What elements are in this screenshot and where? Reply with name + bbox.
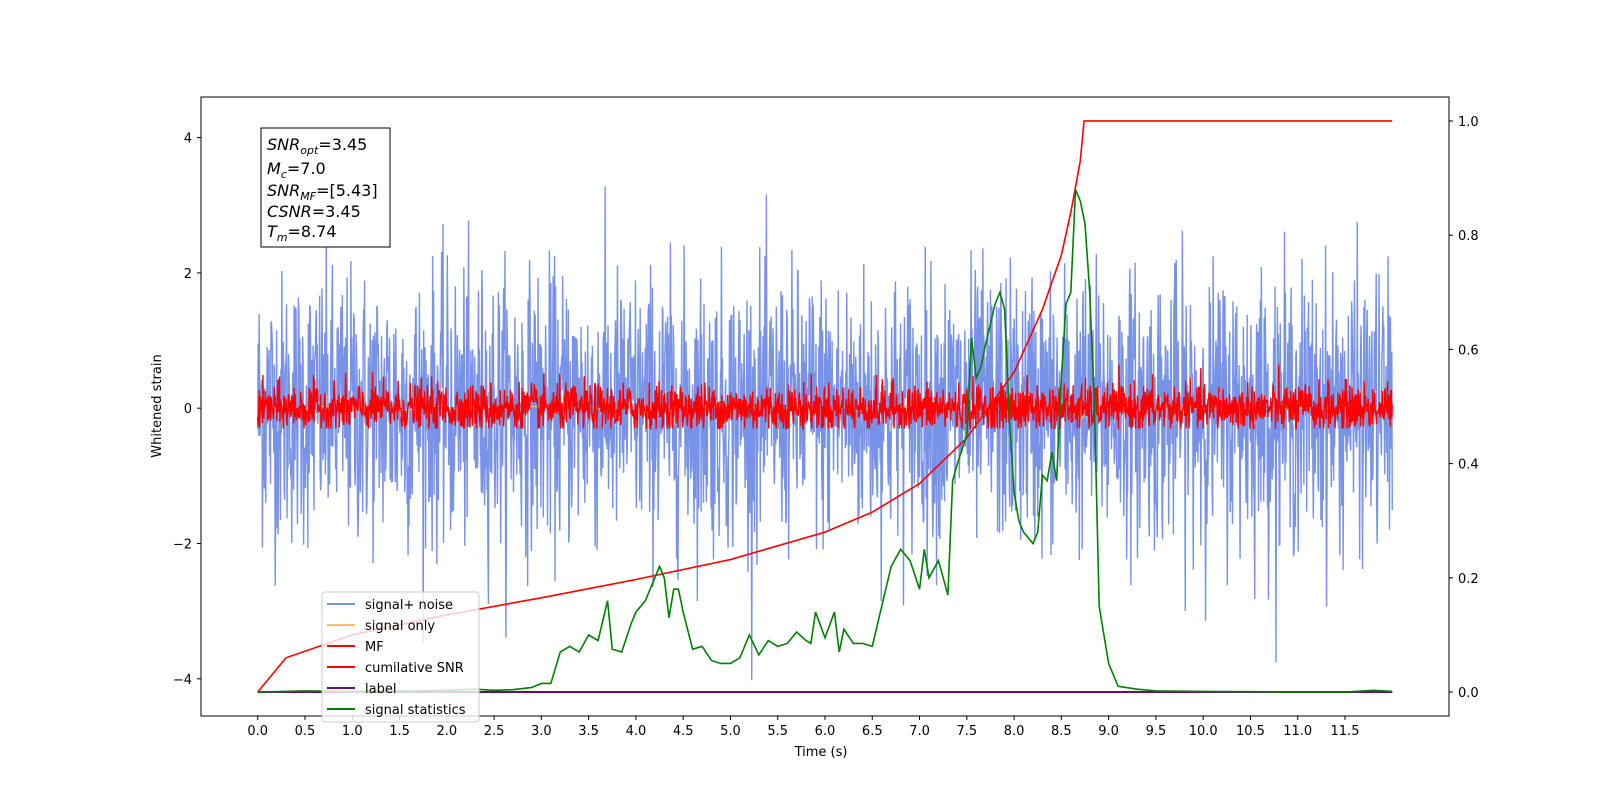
y-tick-label: −2 [173, 537, 192, 552]
annotation-csnr: CSNR=3.45 [267, 202, 361, 221]
y2-tick-label: 0.4 [1458, 458, 1479, 473]
annotation-tm: Tm=8.74 [267, 222, 337, 244]
legend-label: label [365, 682, 396, 697]
x-tick-label: 3.5 [578, 724, 599, 739]
y-axis-label: Whitened strain [150, 354, 165, 457]
y-axis-right: 1.0 0.8 0.6 0.4 0.2 0.0 [1449, 115, 1479, 701]
legend-label: signal+ noise [365, 598, 453, 613]
x-tick-label: 6.0 [815, 724, 836, 739]
x-tick-label: 7.5 [956, 724, 977, 739]
y-tick-label: 0 [184, 402, 192, 417]
series-signal-statistics [257, 189, 1393, 693]
ann-value: =[5.43] [316, 181, 378, 200]
x-tick-label: 2.0 [436, 724, 457, 739]
annotation-mc: Mc=7.0 [267, 159, 326, 181]
ann-var: T [267, 222, 278, 241]
legend: signal+ noise signal only MF cumilative SNR… [321, 591, 480, 723]
y-tick-label: 2 [184, 267, 192, 282]
ann-sub: MF [300, 190, 316, 203]
x-axis: 0.0 0.5 1.0 1.5 2.0 2.5 3.0 3.5 4.0 4.5 5.0 5.5 6.0 6… [247, 716, 1359, 739]
y-tick-label: −4 [173, 673, 192, 688]
series-signal-noise [257, 186, 1393, 681]
ann-value: =3.45 [312, 202, 361, 221]
ann-value: =8.74 [288, 222, 337, 241]
legend-frame [321, 591, 480, 723]
ann-sub: m [277, 231, 288, 244]
legend-label: MF [365, 640, 384, 655]
x-tick-label: 3.0 [531, 724, 552, 739]
x-tick-label: 11.5 [1331, 724, 1360, 739]
y-axis-left: 4 2 0 −2 −4 [173, 132, 201, 688]
series-mf [257, 364, 1393, 431]
x-tick-label: 2.5 [484, 724, 505, 739]
annotation-snr-mf: SNRMF=[5.43] [267, 181, 378, 203]
ann-var: CSNR [267, 202, 312, 221]
x-tick-label: 10.0 [1189, 724, 1218, 739]
ann-value: =7.0 [287, 159, 326, 178]
x-tick-label: 4.0 [626, 724, 647, 739]
ann-sub: opt [300, 144, 319, 157]
legend-label: signal statistics [365, 703, 466, 718]
x-tick-label: 4.5 [673, 724, 694, 739]
x-tick-label: 0.5 [295, 724, 316, 739]
y2-tick-label: 0.6 [1458, 343, 1479, 358]
ann-var: M [267, 159, 281, 178]
x-tick-label: 10.5 [1236, 724, 1265, 739]
ann-var: SNR [267, 181, 300, 200]
x-tick-label: 8.0 [1004, 724, 1025, 739]
x-tick-label: 0.0 [247, 724, 268, 739]
x-tick-label: 9.5 [1146, 724, 1167, 739]
x-tick-label: 5.0 [720, 724, 741, 739]
y2-tick-label: 0.8 [1458, 229, 1479, 244]
x-tick-label: 9.0 [1098, 724, 1119, 739]
x-tick-label: 11.0 [1283, 724, 1312, 739]
x-axis-label: Time (s) [794, 745, 848, 760]
x-tick-label: 7.0 [909, 724, 930, 739]
ann-value: =3.45 [318, 135, 367, 154]
legend-label: cumilative SNR [365, 661, 464, 676]
y2-tick-label: 0.0 [1458, 686, 1479, 701]
x-tick-label: 1.5 [389, 724, 410, 739]
annotation-snr-opt: SNRopt=3.45 [267, 135, 367, 157]
ann-sub: c [281, 168, 287, 181]
ann-var: SNR [267, 135, 300, 154]
legend-label: signal only [365, 619, 435, 634]
x-tick-label: 1.0 [342, 724, 363, 739]
annotation-box: SNRopt=3.45 Mc=7.0 SNRMF=[5.43] CSNR=3.4… [260, 127, 391, 248]
x-tick-label: 6.5 [862, 724, 883, 739]
x-tick-label: 5.5 [767, 724, 788, 739]
y-tick-label: 4 [184, 132, 192, 147]
annotation-frame [260, 127, 391, 248]
x-tick-label: 8.5 [1051, 724, 1072, 739]
y2-tick-label: 1.0 [1458, 115, 1479, 130]
y2-tick-label: 0.2 [1458, 572, 1479, 587]
